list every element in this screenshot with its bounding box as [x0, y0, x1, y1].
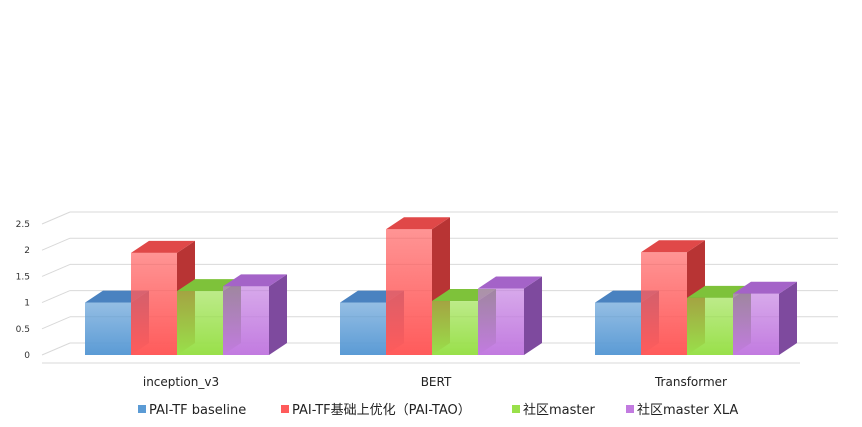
- bar-front: [641, 252, 687, 355]
- x-tick-label: inception_v3: [143, 375, 219, 389]
- grid-line-diagonal: [41, 237, 71, 251]
- x-tick-label: BERT: [421, 375, 452, 389]
- bars: [85, 217, 797, 355]
- bar-front: [131, 252, 177, 355]
- bar-4-inception_v3: [223, 274, 287, 355]
- y-tick-label: 2.5: [16, 220, 30, 230]
- bar-group-BERT: [340, 217, 542, 355]
- legend-swatch: [138, 405, 146, 413]
- bar-front: [687, 297, 733, 355]
- bar-top: [478, 276, 542, 289]
- bar-2-inception_v3: [131, 240, 195, 355]
- grid-line-diagonal: [41, 290, 71, 304]
- y-tick-label: 0: [24, 351, 30, 361]
- y-tick-label: 0.5: [16, 325, 30, 335]
- bar-4-BERT: [478, 276, 542, 355]
- y-tick-label: 2: [24, 246, 30, 256]
- y-tick-label: 1.5: [16, 272, 30, 282]
- bar-front: [177, 291, 223, 355]
- grid-line-diagonal: [41, 316, 71, 330]
- legend: PAI-TF baseline PAI-TF基础上优化（PAI-TAO） 社区mas…: [138, 402, 738, 418]
- legend-item: 社区master XLA: [626, 402, 738, 418]
- legend-label: PAI-TF基础上优化（PAI-TAO）: [292, 403, 471, 418]
- bar-top: [733, 281, 797, 294]
- bar-group-Transformer: [595, 240, 797, 355]
- legend-label: PAI-TF baseline: [149, 403, 246, 418]
- bar-front: [340, 302, 386, 355]
- legend-label: 社区master XLA: [637, 402, 738, 418]
- bar-4-Transformer: [733, 281, 797, 355]
- grid-line-diagonal: [41, 263, 71, 277]
- bar-front: [85, 302, 131, 355]
- bar-top: [131, 240, 195, 253]
- legend-item: PAI-TF baseline: [138, 403, 246, 418]
- bar-top: [223, 274, 287, 287]
- legend-swatch: [512, 405, 520, 413]
- y-axis-ticks: 0 0.5 1 1.5 2 2.5: [16, 220, 31, 361]
- bar-front: [733, 293, 779, 355]
- legend-label: 社区master: [523, 402, 595, 418]
- x-tick-label: Transformer: [654, 375, 727, 389]
- bar-front: [478, 288, 524, 355]
- legend-swatch: [281, 405, 289, 413]
- x-axis-labels: inception_v3 BERT Transformer: [143, 375, 727, 389]
- bar-side: [269, 274, 287, 355]
- bar-group-inception_v3: [85, 240, 287, 355]
- bar-side: [524, 276, 542, 355]
- legend-item: PAI-TF基础上优化（PAI-TAO）: [281, 403, 471, 418]
- grid-line-diagonal: [41, 342, 71, 356]
- bar-top: [641, 240, 705, 253]
- legend-item: 社区master: [512, 402, 595, 418]
- bar-top: [386, 217, 450, 230]
- bar-front: [386, 229, 432, 355]
- bar-side: [779, 281, 797, 355]
- bar-front: [595, 302, 641, 355]
- y-tick-label: 1: [24, 299, 30, 309]
- bar-front: [432, 301, 478, 355]
- bar-front: [223, 286, 269, 355]
- grid-line-diagonal: [41, 211, 71, 225]
- legend-swatch: [626, 405, 634, 413]
